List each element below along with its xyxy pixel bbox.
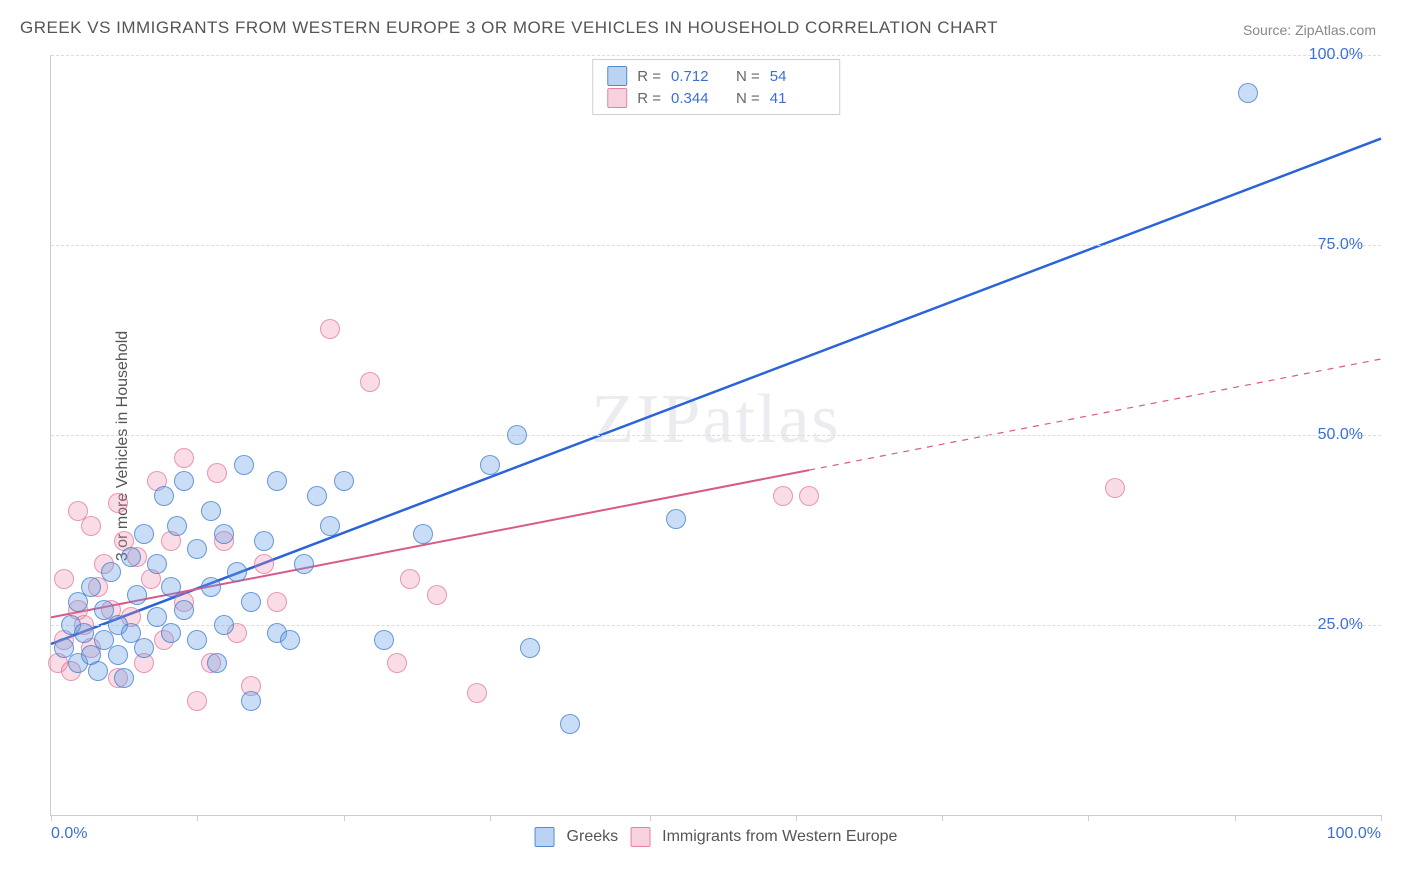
y-tick-label: 75.0% bbox=[1318, 236, 1363, 254]
scatter-point bbox=[88, 661, 108, 681]
scatter-point bbox=[134, 524, 154, 544]
scatter-point bbox=[413, 524, 433, 544]
scatter-point bbox=[320, 319, 340, 339]
scatter-point bbox=[174, 448, 194, 468]
scatter-point bbox=[467, 683, 487, 703]
scatter-point bbox=[427, 585, 447, 605]
scatter-point bbox=[241, 691, 261, 711]
y-tick-label: 50.0% bbox=[1318, 426, 1363, 444]
x-tick-mark bbox=[1088, 815, 1089, 821]
scatter-point bbox=[108, 493, 128, 513]
scatter-point bbox=[187, 630, 207, 650]
gridline bbox=[51, 435, 1381, 436]
scatter-point bbox=[267, 471, 287, 491]
scatter-point bbox=[294, 554, 314, 574]
scatter-point bbox=[74, 623, 94, 643]
scatter-point bbox=[134, 638, 154, 658]
source-label: Source: ZipAtlas.com bbox=[1243, 22, 1376, 38]
scatter-point bbox=[1238, 83, 1258, 103]
scatter-point bbox=[187, 691, 207, 711]
gridline bbox=[51, 245, 1381, 246]
x-tick-mark bbox=[1235, 815, 1236, 821]
scatter-point bbox=[320, 516, 340, 536]
scatter-point bbox=[54, 569, 74, 589]
scatter-point bbox=[360, 372, 380, 392]
scatter-point bbox=[480, 455, 500, 475]
y-tick-label: 25.0% bbox=[1318, 616, 1363, 634]
scatter-point bbox=[154, 486, 174, 506]
gridline bbox=[51, 55, 1381, 56]
scatter-point bbox=[147, 554, 167, 574]
scatter-point bbox=[187, 539, 207, 559]
scatter-point bbox=[108, 645, 128, 665]
trend-line-extrapolated bbox=[809, 359, 1381, 470]
scatter-point bbox=[207, 463, 227, 483]
scatter-point bbox=[387, 653, 407, 673]
legend-label: Greeks bbox=[567, 828, 619, 846]
scatter-point bbox=[1105, 478, 1125, 498]
scatter-point bbox=[773, 486, 793, 506]
scatter-point bbox=[560, 714, 580, 734]
scatter-point bbox=[507, 425, 527, 445]
x-tick-mark bbox=[51, 815, 52, 821]
legend-label: Immigrants from Western Europe bbox=[662, 828, 897, 846]
scatter-point bbox=[374, 630, 394, 650]
plot-area: ZIPatlas R = 0.712 N = 54 R = 0.344 N = … bbox=[50, 55, 1381, 816]
scatter-point bbox=[227, 562, 247, 582]
scatter-point bbox=[201, 501, 221, 521]
legend-swatch-pink bbox=[630, 827, 650, 847]
scatter-point bbox=[799, 486, 819, 506]
scatter-point bbox=[174, 600, 194, 620]
scatter-point bbox=[214, 615, 234, 635]
scatter-point bbox=[267, 592, 287, 612]
scatter-point bbox=[307, 486, 327, 506]
gridline bbox=[51, 625, 1381, 626]
scatter-point bbox=[127, 585, 147, 605]
y-tick-label: 100.0% bbox=[1309, 46, 1363, 64]
scatter-point bbox=[174, 471, 194, 491]
legend-swatch-blue bbox=[535, 827, 555, 847]
x-tick-label: 100.0% bbox=[1327, 825, 1381, 843]
x-tick-mark bbox=[490, 815, 491, 821]
scatter-point bbox=[161, 623, 181, 643]
x-tick-mark bbox=[650, 815, 651, 821]
scatter-point bbox=[254, 554, 274, 574]
x-tick-mark bbox=[344, 815, 345, 821]
scatter-point bbox=[201, 577, 221, 597]
x-tick-label: 0.0% bbox=[51, 825, 87, 843]
scatter-point bbox=[121, 547, 141, 567]
scatter-point bbox=[207, 653, 227, 673]
scatter-point bbox=[81, 516, 101, 536]
scatter-point bbox=[114, 668, 134, 688]
scatter-point bbox=[666, 509, 686, 529]
scatter-point bbox=[520, 638, 540, 658]
scatter-point bbox=[334, 471, 354, 491]
scatter-point bbox=[81, 577, 101, 597]
x-tick-mark bbox=[197, 815, 198, 821]
scatter-point bbox=[241, 592, 261, 612]
scatter-point bbox=[254, 531, 274, 551]
series-legend: Greeks Immigrants from Western Europe bbox=[535, 827, 898, 847]
scatter-point bbox=[280, 630, 300, 650]
scatter-point bbox=[101, 562, 121, 582]
scatter-point bbox=[167, 516, 187, 536]
scatter-point bbox=[214, 524, 234, 544]
x-tick-mark bbox=[1381, 815, 1382, 821]
scatter-point bbox=[400, 569, 420, 589]
scatter-point bbox=[161, 577, 181, 597]
x-tick-mark bbox=[796, 815, 797, 821]
trend-line bbox=[51, 139, 1381, 644]
x-tick-mark bbox=[942, 815, 943, 821]
chart-title: GREEK VS IMMIGRANTS FROM WESTERN EUROPE … bbox=[20, 18, 998, 38]
scatter-point bbox=[234, 455, 254, 475]
